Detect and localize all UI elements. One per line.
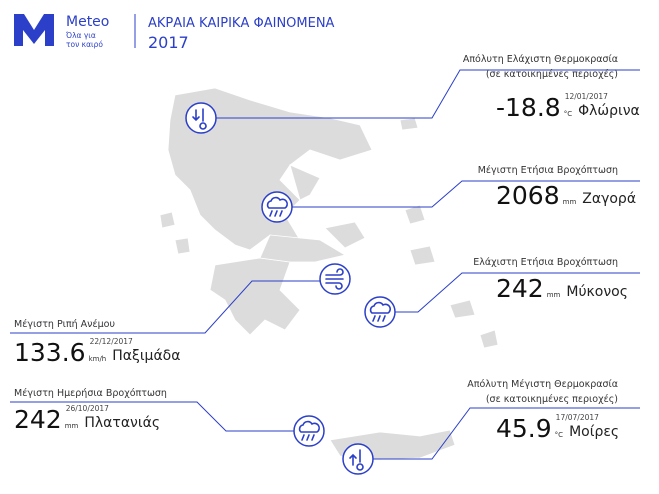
arrow [192, 109, 200, 122]
map [159, 87, 499, 461]
rain-drops [372, 315, 386, 322]
title: ΑΚΡΑΙΑ ΚΑΙΡΙΚΑ ΦΑΙΝΟΜΕΝΑ [148, 16, 335, 31]
record-value: 242 [496, 274, 544, 303]
record-unit: mm [563, 198, 577, 206]
leader-line [10, 280, 320, 334]
tagline: τον καιρό [66, 40, 103, 49]
record-label: Μέγιστη Ετήσια Βροχόπτωση [478, 165, 618, 176]
cloud [298, 420, 321, 433]
icon-circle [261, 191, 293, 223]
record-note: (σε κατοικημένες περιοχές) [486, 69, 618, 80]
icon-circle [342, 443, 374, 475]
record-unit: °C [555, 431, 564, 439]
brand: Meteo [66, 14, 109, 30]
record-unit: mm [547, 291, 561, 299]
record: Ελάχιστη Ετήσια Βροχόπτωση 242 mm Μύκονος [364, 257, 640, 328]
record-unit: °C [564, 110, 573, 118]
record-place: Ζαγορά [582, 191, 636, 207]
cloud [266, 196, 289, 209]
record: Απόλυτη Μέγιστη Θερμοκρασία (σε κατοικημέ… [342, 379, 640, 475]
rain-drops [301, 434, 315, 441]
weather-icon [185, 102, 217, 134]
record: Μέγιστη Ριπή Ανέμου 133.6 km/h Παξιμάδα 22/1… [10, 263, 351, 367]
record: Μέγιστη Ημερήσια Βροχόπτωση 242 mm Πλατανιά… [10, 388, 325, 447]
record-place: Παξιμάδα [112, 348, 180, 364]
icon-circle [185, 102, 217, 134]
year: 2017 [148, 33, 189, 52]
record: Μέγιστη Ετήσια Βροχόπτωση 2068 mm Ζαγορά [261, 165, 640, 223]
record-value: 242 [14, 405, 62, 434]
weather-icon [364, 296, 396, 328]
logo-mark [14, 14, 54, 46]
record-value: 45.9 [496, 414, 552, 443]
record-unit: km/h [89, 355, 107, 363]
record-place: Μύκονος [566, 284, 628, 300]
leader-line [292, 180, 640, 208]
icon-circle [293, 415, 325, 447]
record-value: 2068 [496, 181, 560, 210]
cloud [369, 301, 392, 314]
record-place: Πλατανιάς [84, 415, 160, 431]
weather-icon [293, 415, 325, 447]
arrow [349, 453, 357, 466]
record-label: Μέγιστη Ημερήσια Βροχόπτωση [14, 388, 167, 399]
record-place: Μοίρες [569, 424, 619, 440]
record-date: 12/01/2017 [565, 92, 608, 101]
leader-line [373, 407, 640, 460]
record-label: Μέγιστη Ριπή Ανέμου [14, 319, 115, 330]
weather-icon [319, 263, 351, 295]
weather-icon [261, 191, 293, 223]
rain-drops [269, 210, 283, 217]
record: Απόλυτη Ελάχιστη Θερμοκρασία (σε κατοικημ… [185, 54, 640, 134]
thermometer [199, 108, 207, 130]
record-label: Ελάχιστη Ετήσια Βροχόπτωση [473, 257, 618, 268]
wind [325, 268, 344, 290]
record-note: (σε κατοικημένες περιοχές) [486, 394, 618, 405]
record-date: 17/07/2017 [556, 413, 599, 422]
thermometer [356, 449, 364, 471]
record-date: 26/10/2017 [66, 404, 109, 413]
leader-line [395, 272, 640, 313]
record-unit: mm [65, 422, 79, 430]
weather-icon [342, 443, 374, 475]
leader-line [10, 401, 294, 432]
record-label: Απόλυτη Ελάχιστη Θερμοκρασία [463, 54, 618, 65]
icon-circle [364, 296, 396, 328]
record-date: 22/12/2017 [90, 337, 133, 346]
leader-line [215, 69, 640, 119]
record-value: -18.8 [496, 93, 561, 122]
record-value: 133.6 [14, 338, 86, 367]
record-label: Απόλυτη Μέγιστη Θερμοκρασία [467, 379, 618, 390]
tagline: Όλα για [65, 31, 96, 40]
record-place: Φλώρινα [578, 103, 640, 119]
